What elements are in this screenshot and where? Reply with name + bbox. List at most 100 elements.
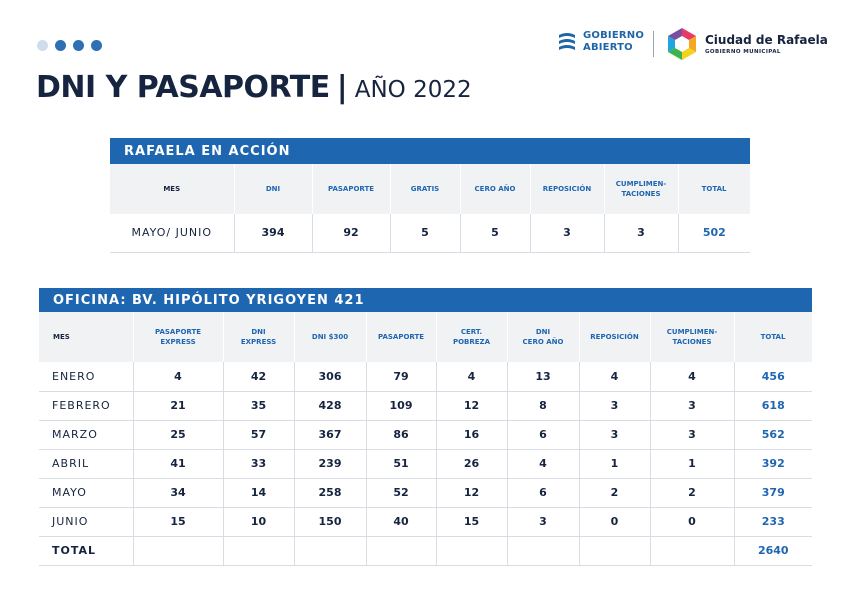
table-cell: 16 — [436, 420, 508, 450]
table-cell: 14 — [223, 478, 295, 508]
table-cell-total: 502 — [678, 214, 751, 253]
table-cell: 150 — [294, 507, 367, 537]
table-cell: JUNIO — [39, 507, 134, 537]
oficina-table: OFICINA: BV. HIPÓLITO YRIGOYEN 421 MES PA… — [39, 288, 813, 566]
table-cell: 3 — [650, 391, 735, 421]
table-cell: 35 — [223, 391, 295, 421]
table-cell: 1 — [579, 449, 651, 479]
column-header: PASAPORTE EXPRESS — [133, 312, 224, 362]
table-cell: 34 — [133, 478, 224, 508]
table-cell: 4 — [507, 449, 580, 479]
dot — [55, 40, 66, 51]
page-title: DNI Y PASAPORTE | AÑO 2022 — [36, 70, 472, 105]
column-header: REPOSICIÓN — [530, 164, 605, 214]
logo-divider — [653, 31, 654, 57]
table-row: MARZO 25 57 367 86 16 6 3 3 562 — [39, 420, 813, 450]
table-cell-total: 456 — [734, 362, 813, 392]
table-cell — [133, 536, 224, 566]
ciudad-subtitle: GOBIERNO MUNICIPAL — [705, 49, 781, 55]
table-cell: 40 — [366, 507, 437, 537]
table-cell — [223, 536, 295, 566]
table-cell: 3 — [530, 214, 605, 253]
table-cell: 3 — [507, 507, 580, 537]
table-cell: 25 — [133, 420, 224, 450]
column-header: CUMPLIMEN- TACIONES — [604, 164, 679, 214]
table-cell — [507, 536, 580, 566]
table-cell: 4 — [650, 362, 735, 392]
table-cell: 15 — [133, 507, 224, 537]
table-cell: 92 — [312, 214, 391, 253]
table-cell: 2 — [579, 478, 651, 508]
table-title-band: OFICINA: BV. HIPÓLITO YRIGOYEN 421 — [39, 288, 813, 312]
gobierno-abierto-text: GOBIERNO ABIERTO — [583, 30, 644, 54]
table-cell: 6 — [507, 478, 580, 508]
table-cell: 51 — [366, 449, 437, 479]
table-cell: MARZO — [39, 420, 134, 450]
page-title-separator: | — [336, 70, 348, 105]
table-title: RAFAELA EN ACCIÓN — [124, 143, 291, 159]
table-row: JUNIO 15 10 150 40 15 3 0 0 233 — [39, 507, 813, 537]
table-cell: 0 — [579, 507, 651, 537]
table-cell: 2 — [650, 478, 735, 508]
table-cell: 4 — [133, 362, 224, 392]
table-cell: 258 — [294, 478, 367, 508]
gobierno-abierto-logo: GOBIERNO ABIERTO — [557, 30, 644, 54]
column-header: DNI EXPRESS — [223, 312, 295, 362]
ciudad-de-rafaela-text: Ciudad de Rafaela GOBIERNO MUNICIPAL — [705, 33, 828, 55]
table-cell: 239 — [294, 449, 367, 479]
column-header: MES — [39, 312, 134, 362]
gobierno-abierto-icon — [559, 33, 575, 50]
decorative-dots — [37, 40, 102, 51]
column-header: DNI CERO AÑO — [507, 312, 580, 362]
table-cell: 306 — [294, 362, 367, 392]
table-cell — [294, 536, 367, 566]
table-cell — [579, 536, 651, 566]
table-cell-total: 379 — [734, 478, 813, 508]
table-cell: 86 — [366, 420, 437, 450]
column-header: TOTAL — [734, 312, 813, 362]
table-cell: 1 — [650, 449, 735, 479]
table-header-row: MES PASAPORTE EXPRESS DNI EXPRESS DNI $300 PAS… — [39, 312, 813, 362]
table-cell: 5 — [390, 214, 461, 253]
table-cell: 52 — [366, 478, 437, 508]
table-cell-total: 618 — [734, 391, 813, 421]
table-cell: 367 — [294, 420, 367, 450]
table-cell: 0 — [650, 507, 735, 537]
table-cell: 5 — [460, 214, 531, 253]
table-cell-total: 2640 — [734, 536, 813, 566]
table-body: ENERO 4 42 306 79 4 13 4 4 456 FEBRERO 21 35 428 109 12… — [39, 362, 813, 566]
table-cell: 3 — [650, 420, 735, 450]
table-cell: ENERO — [39, 362, 134, 392]
table-title-band: RAFAELA EN ACCIÓN — [110, 138, 751, 164]
table-cell: 57 — [223, 420, 295, 450]
rafaela-en-accion-table: RAFAELA EN ACCIÓN MES DNI PASAPORTE GRAT… — [110, 138, 751, 253]
table-cell: 42 — [223, 362, 295, 392]
table-cell: 10 — [223, 507, 295, 537]
table-cell: 41 — [133, 449, 224, 479]
table-cell: 26 — [436, 449, 508, 479]
column-header: GRATIS — [390, 164, 461, 214]
column-header: CUMPLIMEN- TACIONES — [650, 312, 735, 362]
table-cell: 8 — [507, 391, 580, 421]
table-row: FEBRERO 21 35 428 109 12 8 3 3 618 — [39, 391, 813, 421]
table-cell: 12 — [436, 478, 508, 508]
table-cell: 3 — [579, 420, 651, 450]
ciudad-de-rafaela-icon — [668, 28, 696, 60]
table-cell: 428 — [294, 391, 367, 421]
table-cell: 3 — [579, 391, 651, 421]
column-header: DNI $300 — [294, 312, 367, 362]
table-cell: ABRIL — [39, 449, 134, 479]
table-cell: MAYO/ JUNIO — [110, 214, 235, 253]
ciudad-de-rafaela-logo: Ciudad de Rafaela GOBIERNO MUNICIPAL — [665, 27, 828, 61]
gobierno-abierto-line2: ABIERTO — [583, 42, 633, 53]
table-cell — [650, 536, 735, 566]
table-cell: TOTAL — [39, 536, 134, 566]
column-header: CERT. POBREZA — [436, 312, 508, 362]
table-cell: 6 — [507, 420, 580, 450]
table-cell: 33 — [223, 449, 295, 479]
gobierno-abierto-line1: GOBIERNO — [583, 30, 645, 41]
table-cell-total: 562 — [734, 420, 813, 450]
column-header: PASAPORTE — [366, 312, 437, 362]
table-cell — [436, 536, 508, 566]
table-cell: 4 — [436, 362, 508, 392]
